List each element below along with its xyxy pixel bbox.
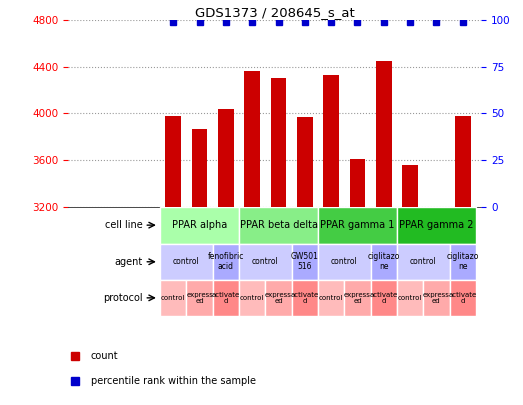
Text: control: control (331, 257, 358, 266)
Bar (371, 244, 397, 280)
Bar (239, 244, 292, 280)
Bar (376, 61, 392, 405)
Bar (239, 280, 265, 316)
Text: activate
d: activate d (449, 292, 477, 304)
Text: control: control (319, 295, 343, 301)
Text: PPAR alpha: PPAR alpha (172, 220, 227, 230)
Bar (402, 165, 418, 405)
Bar (423, 280, 450, 316)
Bar (165, 116, 181, 405)
Text: percentile rank within the sample: percentile rank within the sample (90, 376, 256, 386)
Bar (371, 280, 397, 316)
Text: express
ed: express ed (344, 292, 371, 304)
Text: express
ed: express ed (265, 292, 292, 304)
Bar (428, 207, 445, 405)
Bar (318, 244, 371, 280)
Bar (318, 280, 344, 316)
Bar (186, 280, 213, 316)
Text: ciglitazo
ne: ciglitazo ne (368, 252, 400, 271)
Bar (213, 244, 239, 280)
Bar (323, 75, 339, 405)
Bar (239, 207, 318, 244)
Text: PPAR gamma 1: PPAR gamma 1 (320, 220, 395, 230)
Bar (318, 207, 397, 244)
Text: activate
d: activate d (370, 292, 398, 304)
Bar (344, 280, 371, 316)
Bar (160, 207, 239, 244)
Bar (297, 117, 313, 405)
Bar (450, 244, 476, 280)
Text: agent: agent (115, 257, 143, 267)
Text: GW501
516: GW501 516 (291, 252, 319, 271)
Bar (160, 280, 186, 316)
Title: GDS1373 / 208645_s_at: GDS1373 / 208645_s_at (195, 6, 355, 19)
Text: express
ed: express ed (186, 292, 213, 304)
Text: protocol: protocol (104, 293, 143, 303)
Bar (455, 116, 471, 405)
Bar (292, 244, 318, 280)
Bar (265, 280, 292, 316)
Bar (191, 128, 208, 405)
Bar (213, 280, 239, 316)
Bar (450, 280, 476, 316)
Text: count: count (90, 351, 118, 361)
Text: control: control (161, 295, 186, 301)
Text: ciglitazo
ne: ciglitazo ne (447, 252, 479, 271)
Bar (397, 280, 423, 316)
Text: control: control (240, 295, 265, 301)
Text: activate
d: activate d (212, 292, 240, 304)
Text: activate
d: activate d (291, 292, 319, 304)
Text: control: control (398, 295, 422, 301)
Text: control: control (252, 257, 279, 266)
Bar (292, 280, 318, 316)
Bar (270, 79, 287, 405)
Bar (397, 244, 450, 280)
Bar (218, 109, 234, 405)
Text: cell line: cell line (105, 220, 143, 230)
Bar (397, 207, 476, 244)
Text: PPAR gamma 2: PPAR gamma 2 (399, 220, 474, 230)
Bar (349, 159, 366, 405)
Text: express
ed: express ed (423, 292, 450, 304)
Text: control: control (410, 257, 437, 266)
Bar (244, 71, 260, 405)
Text: control: control (173, 257, 200, 266)
Text: PPAR beta delta: PPAR beta delta (240, 220, 317, 230)
Text: fenofibric
acid: fenofibric acid (208, 252, 244, 271)
Bar (160, 244, 213, 280)
